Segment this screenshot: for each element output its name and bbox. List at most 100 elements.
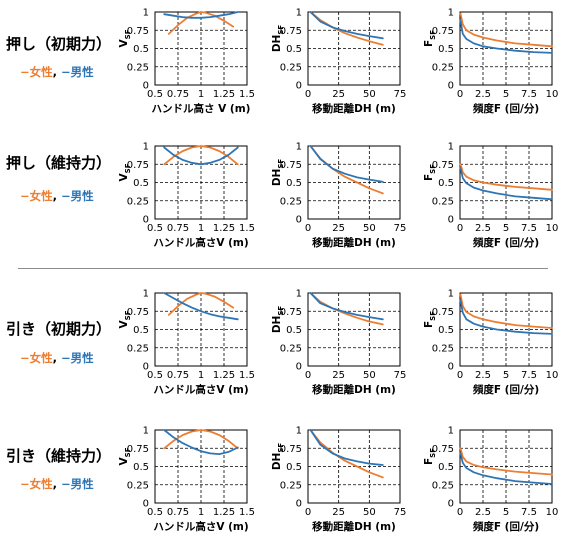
x-tick-label: 1	[198, 223, 204, 234]
y-tick-label: 0.25	[432, 343, 454, 354]
x-tick-label: 2.5	[475, 223, 491, 234]
y-tick-label: 0.25	[280, 62, 302, 73]
series-line-male	[459, 299, 553, 335]
x-tick-label: 75	[394, 507, 407, 518]
y-tick-label: 0	[143, 499, 149, 510]
y-tick-label: 0	[448, 81, 454, 92]
y-tick-label: 0.5	[286, 462, 302, 473]
y-tick-label: 0.5	[286, 325, 302, 336]
legend-separator: ,	[52, 189, 62, 203]
y-axis-label-main: F	[423, 174, 435, 181]
x-tick-label: 0.5	[147, 370, 163, 381]
y-tick-label: 0	[143, 362, 149, 373]
series-line-female	[167, 292, 235, 316]
y-tick-label: 0.5	[438, 462, 454, 473]
y-axis-label-subscript: SF	[124, 29, 132, 39]
x-tick-label: 0.75	[167, 223, 189, 234]
y-tick-label: 0	[296, 215, 302, 226]
row-title-push-initial: 押し（初期力）	[6, 35, 112, 53]
chart-panel: 0 2.5 5 7.5 10 0 0.25 0.5 0.75 1 頻度F (回/分) FSF	[423, 8, 558, 116]
y-tick-label: 0.25	[432, 62, 454, 73]
y-tick-label: 1	[143, 142, 149, 153]
y-tick-label: 1	[448, 289, 454, 300]
y-axis-label-main: V	[118, 172, 130, 181]
x-tick-label: 7.5	[521, 223, 537, 234]
series-line-male	[309, 145, 384, 183]
x-tick-label: 75	[394, 223, 407, 234]
y-tick-label: 0.25	[127, 343, 149, 354]
y-axis-label-main: F	[423, 321, 435, 328]
series-line-male	[309, 11, 384, 40]
y-tick-label: 1	[143, 8, 149, 19]
y-axis-label-subscript: SF	[277, 306, 285, 316]
series-line-male	[163, 146, 239, 166]
legend-row-1: −女性, −男性	[20, 64, 94, 80]
y-tick-label: 0.5	[438, 178, 454, 189]
y-tick-label: 0	[448, 362, 454, 373]
y-axis-label-subscript: SF	[429, 448, 437, 458]
x-tick-label: 0.75	[167, 370, 189, 381]
x-tick-label: 0	[457, 507, 463, 518]
x-tick-label: 10	[546, 223, 559, 234]
y-tick-label: 0.5	[133, 178, 149, 189]
plot-frame	[459, 429, 553, 504]
y-axis-label: VSF	[118, 310, 132, 328]
y-axis-label: DHSF	[271, 306, 285, 334]
plot-frame	[459, 145, 553, 220]
series-line-male	[459, 166, 553, 201]
series-line-female	[309, 11, 384, 46]
y-axis-label-main: V	[118, 38, 130, 47]
legend-male: −男性	[61, 477, 94, 491]
x-axis-label: 頻度F (回/分)	[473, 236, 539, 249]
x-tick-label: 1.25	[213, 89, 235, 100]
x-axis-label: 頻度F (回/分)	[473, 383, 539, 396]
y-axis-label: DHSF	[271, 443, 285, 471]
legend-male: −男性	[61, 351, 94, 365]
x-tick-label: 0	[305, 507, 311, 518]
x-axis-label: 移動距離DH (m)	[312, 236, 396, 249]
x-tick-label: 1	[198, 370, 204, 381]
series-line-female	[163, 145, 239, 166]
plot-frame	[459, 292, 553, 367]
legend-female: −女性	[20, 189, 53, 203]
x-tick-label: 7.5	[521, 507, 537, 518]
x-tick-label: 1.25	[213, 507, 235, 518]
y-tick-label: 0.75	[127, 444, 149, 455]
y-axis-label-main: V	[118, 319, 130, 328]
chart-panel: 0 2.5 5 7.5 10 0 0.25 0.5 0.75 1 頻度F (回/分) FSF	[423, 142, 558, 250]
y-tick-label: 0.75	[280, 160, 302, 171]
y-tick-label: 0.25	[432, 196, 454, 207]
y-axis-label: VSF	[118, 29, 132, 47]
y-tick-label: 0	[296, 81, 302, 92]
chart-panel: 0.5 0.75 1 1.25 1.5 0 0.25 0.5 0.75 1 ハンドル高さV (m) V…	[118, 142, 255, 250]
y-tick-label: 0.5	[438, 325, 454, 336]
y-tick-label: 0.75	[280, 26, 302, 37]
y-tick-label: 0.75	[127, 307, 149, 318]
plot-frame	[307, 11, 401, 86]
y-tick-label: 0	[296, 362, 302, 373]
y-tick-label: 0.5	[286, 44, 302, 55]
y-tick-label: 0.75	[432, 307, 454, 318]
x-tick-label: 0.5	[147, 89, 163, 100]
legend-female: −女性	[20, 477, 53, 491]
y-tick-label: 1	[143, 289, 149, 300]
x-axis-label: ハンドル高さV (m)	[153, 236, 248, 249]
y-axis-label: DHSF	[271, 159, 285, 187]
x-tick-label: 75	[394, 370, 407, 381]
y-axis-label: VSF	[118, 163, 132, 181]
series-line-female	[167, 11, 235, 35]
x-tick-label: 2.5	[475, 89, 491, 100]
y-tick-label: 1	[296, 142, 302, 153]
y-axis-label-subscript: SF	[124, 310, 132, 320]
y-axis-label-subscript: SF	[277, 25, 285, 35]
chart-panel: 0 25 50 75 0 0.25 0.5 0.75 1 移動距離DH (m) DHSF	[271, 8, 406, 116]
y-tick-label: 0.75	[127, 26, 149, 37]
x-tick-label: 2.5	[475, 370, 491, 381]
y-tick-label: 1	[448, 142, 454, 153]
y-axis-label-main: DH	[271, 453, 283, 471]
y-tick-label: 0.75	[280, 444, 302, 455]
y-axis-label: FSF	[423, 30, 437, 47]
section-divider	[18, 268, 548, 269]
y-tick-label: 0.5	[133, 44, 149, 55]
y-tick-label: 1	[448, 8, 454, 19]
